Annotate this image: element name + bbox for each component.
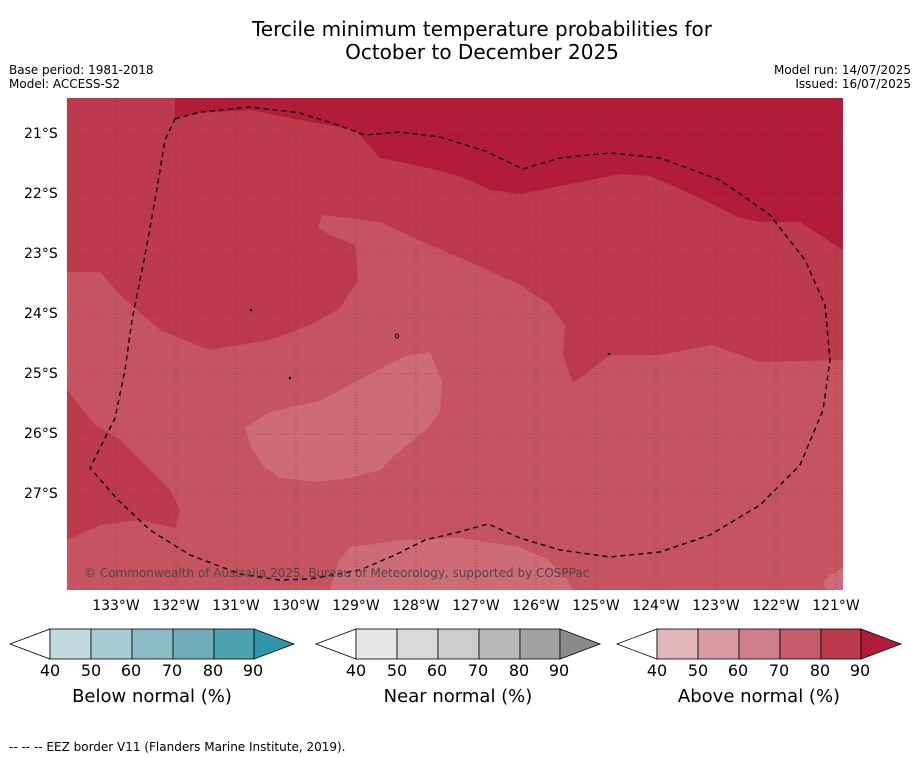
- title-line-2: October to December 2025: [345, 40, 619, 64]
- eez-footnote: -- -- -- EEZ border V11 (Flanders Marine…: [9, 740, 346, 754]
- lat-label: 25°S: [24, 366, 58, 382]
- lon-label: 129°W: [332, 598, 380, 614]
- title-line-1: Tercile minimum temperature probabilitie…: [251, 17, 713, 41]
- legend-above-seg: [738, 628, 781, 660]
- legend-title-above: Above normal (%): [677, 686, 841, 707]
- lon-label: 130°W: [272, 598, 320, 614]
- lat-label: 24°S: [24, 306, 58, 322]
- lon-label: 125°W: [572, 598, 620, 614]
- region-above-60-central: [245, 352, 442, 482]
- lon-label: 132°W: [152, 598, 200, 614]
- copyright-notice: © Commonwealth of Australia 2025, Bureau…: [84, 566, 590, 580]
- legend-tick: 80: [809, 661, 831, 680]
- legend-tick: 50: [687, 661, 709, 680]
- legend-near-seg: [437, 628, 480, 660]
- legend-tick: 40: [646, 661, 668, 680]
- legend-title-below: Below normal (%): [72, 686, 232, 707]
- legend-near-seg: [478, 628, 521, 660]
- lon-label: 131°W: [212, 598, 260, 614]
- legend-near-normal: [314, 628, 602, 660]
- islands: [249, 308, 611, 380]
- lon-label: 122°W: [752, 598, 800, 614]
- eez-border: [89, 106, 831, 581]
- legend-near-over: [559, 628, 602, 660]
- issued-date: Issued: 16/07/2025: [795, 77, 911, 91]
- legend-tick: 70: [161, 661, 183, 680]
- legend-tick: 70: [467, 661, 489, 680]
- legend-tick: 40: [345, 661, 367, 680]
- region-above-90: [175, 98, 843, 250]
- lat-label: 22°S: [24, 186, 58, 202]
- lat-label: 27°S: [24, 486, 58, 502]
- legend-tick: 90: [548, 661, 570, 680]
- lon-label: 124°W: [632, 598, 680, 614]
- legend-above-seg: [820, 628, 862, 660]
- legend-below-seg: [131, 628, 174, 660]
- legend-near-seg: [355, 628, 398, 660]
- legend-title-near: Near normal (%): [383, 686, 533, 707]
- legend-below-seg: [49, 628, 92, 660]
- legend-near-seg: [396, 628, 439, 660]
- lon-label: 126°W: [512, 598, 560, 614]
- lon-label: 121°W: [812, 598, 860, 614]
- probability-map: [67, 98, 843, 590]
- region-above-60-corner: [823, 568, 843, 590]
- model-name: Model: ACCESS-S2: [9, 77, 121, 91]
- lat-label: 23°S: [24, 246, 58, 262]
- legend-tick: 70: [768, 661, 790, 680]
- legend-above-normal: [615, 628, 903, 660]
- lon-label: 123°W: [692, 598, 740, 614]
- lat-label: 21°S: [24, 126, 58, 142]
- gridlines: [67, 98, 843, 590]
- legend-below-over: [253, 628, 296, 660]
- legend-above-over: [860, 628, 903, 660]
- legend-above-under: [615, 628, 658, 660]
- legend-tick: 60: [426, 661, 448, 680]
- legend-near-seg: [519, 628, 561, 660]
- model-run: Model run: 14/07/2025: [773, 63, 911, 77]
- legend-near-under: [314, 628, 357, 660]
- legend-tick: 90: [849, 661, 871, 680]
- lat-label: 26°S: [24, 426, 58, 442]
- legend-tick: 90: [242, 661, 264, 680]
- legend-tick: 60: [727, 661, 749, 680]
- region-above-80-lower-left: [67, 390, 180, 540]
- lon-label: 128°W: [392, 598, 440, 614]
- legend-below-normal: [8, 628, 296, 660]
- legend-below-seg: [213, 628, 255, 660]
- lon-label: 127°W: [452, 598, 500, 614]
- legend-tick: 60: [120, 661, 142, 680]
- legend-below-under: [8, 628, 51, 660]
- legend-tick: 50: [80, 661, 102, 680]
- legend-colorbars: [8, 628, 903, 660]
- map-title: Tercile minimum temperature probabilitie…: [0, 18, 919, 64]
- legend-below-seg: [172, 628, 215, 660]
- lon-label: 133°W: [92, 598, 140, 614]
- legend-tick: 80: [508, 661, 530, 680]
- legend-above-seg: [656, 628, 699, 660]
- legend-tick: 40: [39, 661, 61, 680]
- legend-above-seg: [779, 628, 822, 660]
- base-period: Base period: 1981-2018: [9, 63, 154, 77]
- region-above-60-bottom: [330, 538, 572, 590]
- region-above-70-main: [67, 215, 843, 590]
- legend-below-seg: [90, 628, 133, 660]
- meta-right: Model run: 14/07/2025 Issued: 16/07/2025: [774, 63, 911, 91]
- meta-left: Base period: 1981-2018 Model: ACCESS-S2: [9, 63, 154, 91]
- legend-tick: 50: [386, 661, 408, 680]
- legend-tick: 80: [202, 661, 224, 680]
- legend-above-seg: [697, 628, 740, 660]
